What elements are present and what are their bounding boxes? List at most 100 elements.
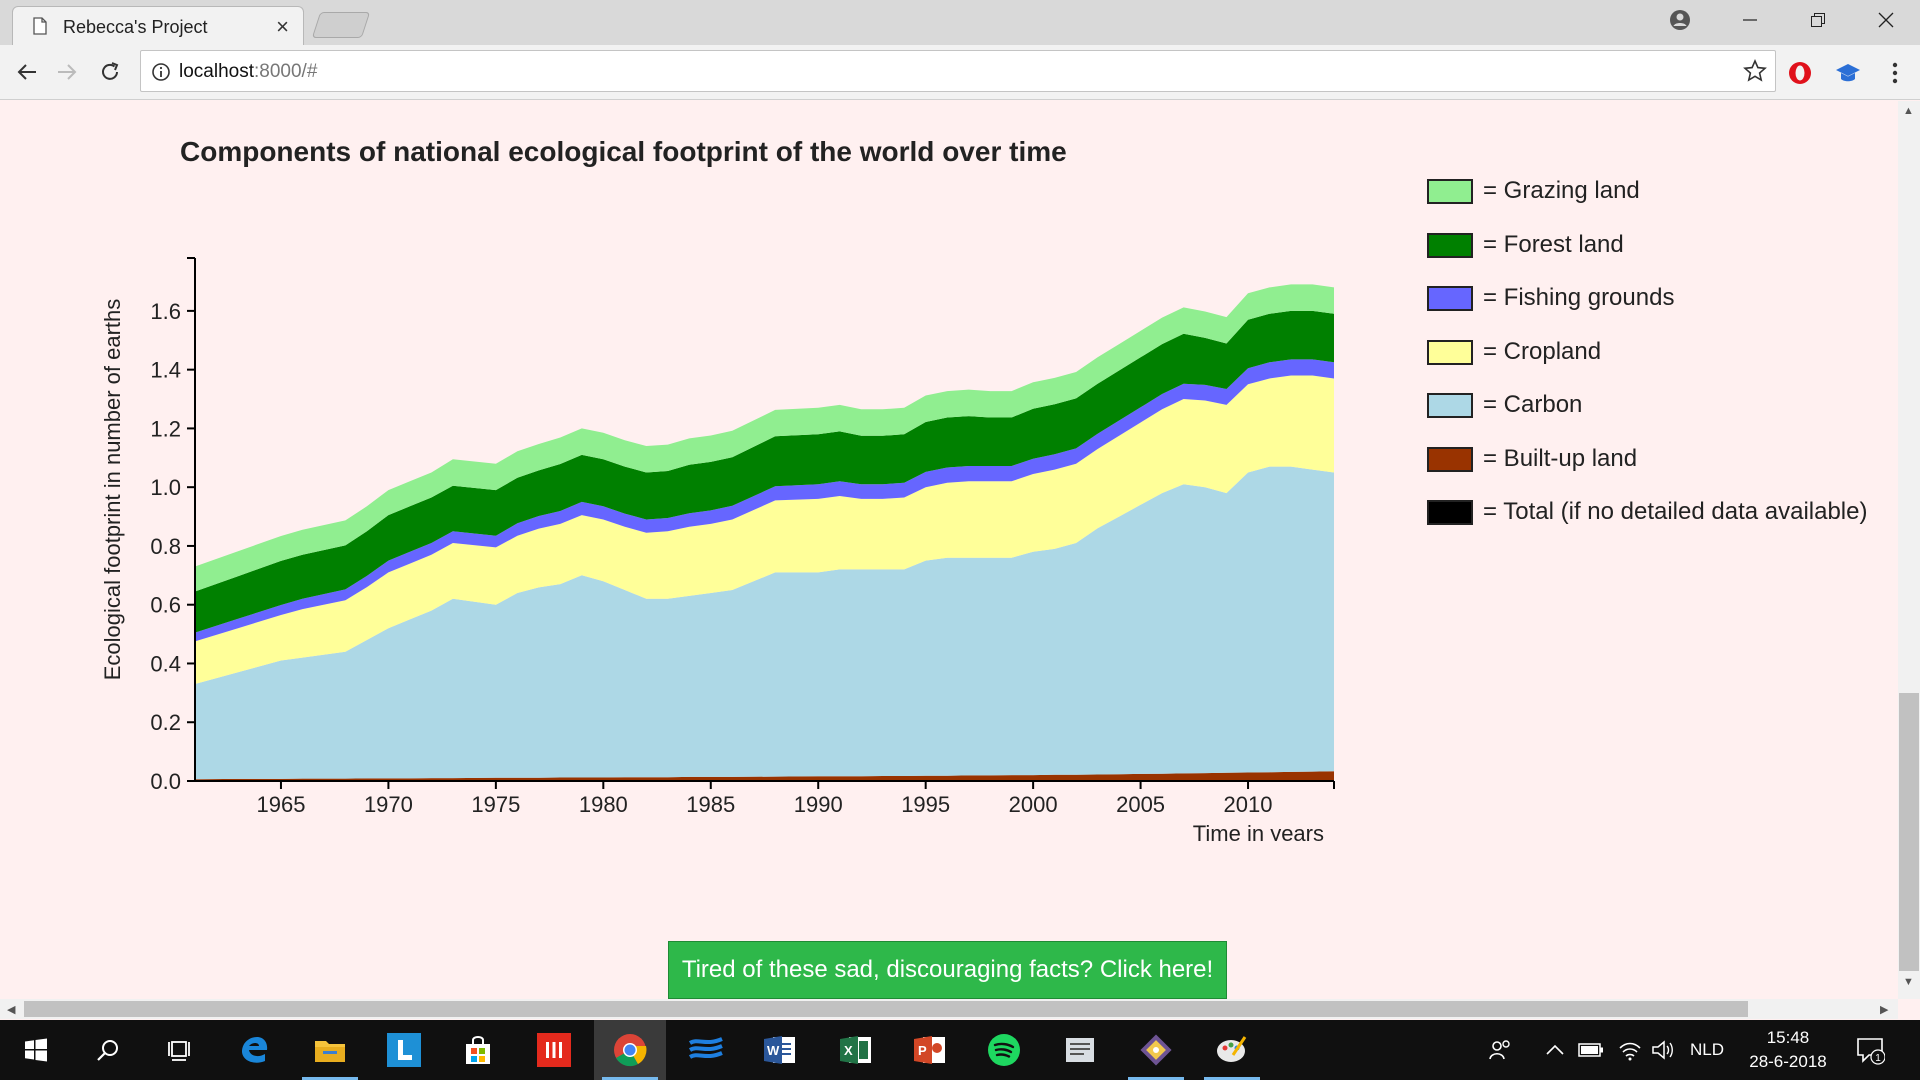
taskbar-spotify[interactable] xyxy=(968,1020,1040,1080)
show-hidden-icons-button[interactable] xyxy=(1545,1020,1565,1080)
battery-icon xyxy=(1578,1043,1603,1057)
y-tick-label: 0.4 xyxy=(150,651,181,676)
taskbar-paint-app[interactable] xyxy=(1196,1020,1268,1080)
start-button[interactable] xyxy=(0,1020,72,1080)
menu-icon[interactable] xyxy=(1880,58,1910,88)
area-built-up-land xyxy=(195,771,1334,781)
y-tick-label: 0.0 xyxy=(150,769,181,794)
browser-tab[interactable]: Rebecca's Project × xyxy=(12,6,304,45)
minimize-icon xyxy=(1743,19,1757,21)
file-explorer-icon xyxy=(315,1041,345,1062)
legend-swatch xyxy=(1427,339,1473,365)
taskbar-store[interactable] xyxy=(442,1020,514,1080)
tab-close-icon[interactable]: × xyxy=(276,14,289,39)
taskbar-waves-app[interactable] xyxy=(670,1020,742,1080)
taskbar-l-app[interactable] xyxy=(368,1020,440,1080)
l-app-icon xyxy=(387,1033,421,1067)
tab-title: Rebecca's Project xyxy=(63,17,208,37)
close-icon xyxy=(1878,12,1894,28)
action-center-button[interactable]: 1 xyxy=(1855,1020,1885,1080)
profile-icon[interactable] xyxy=(1668,8,1692,32)
y-tick-label: 0.8 xyxy=(150,534,181,559)
reload-icon xyxy=(102,62,119,80)
address-bar[interactable]: localhost:8000/# xyxy=(140,50,1776,92)
input-language[interactable]: NLD xyxy=(1690,1040,1725,1059)
task-view-button[interactable] xyxy=(144,1020,216,1080)
battery-button[interactable] xyxy=(1578,1020,1604,1080)
taskbar-edge[interactable] xyxy=(218,1020,290,1080)
legend-label: = Fishing grounds xyxy=(1483,284,1675,311)
legend-swatch xyxy=(1427,179,1473,204)
system-clock[interactable]: 15:48 28-6-2018 xyxy=(1738,1026,1838,1074)
powerpoint-icon: P xyxy=(914,1036,945,1064)
horizontal-scrollbar-thumb[interactable] xyxy=(24,1001,1748,1017)
reload-button[interactable] xyxy=(95,57,125,87)
wifi-button[interactable] xyxy=(1618,1020,1642,1080)
x-tick-label: 2000 xyxy=(1009,792,1058,817)
area-fishing-grounds xyxy=(195,359,1334,642)
running-indicator xyxy=(302,1077,358,1080)
notes-app-icon xyxy=(1066,1038,1094,1062)
taskbar-red-app[interactable] xyxy=(518,1020,590,1080)
legend-item: = Forest land xyxy=(1427,231,1867,285)
svg-text:W: W xyxy=(767,1043,780,1058)
windows-taskbar: W X P NLD 15:48 28-6-2018 1 xyxy=(0,1020,1920,1080)
legend-label: = Built-up land xyxy=(1483,444,1638,472)
task-view-icon xyxy=(168,1041,190,1061)
x-tick-label: 1985 xyxy=(686,792,735,817)
store-icon xyxy=(466,1036,490,1064)
info-icon[interactable] xyxy=(151,62,171,82)
legend-label: = Carbon xyxy=(1483,391,1583,418)
running-indicator xyxy=(1128,1077,1184,1080)
wifi-icon xyxy=(1619,1042,1641,1061)
legend-label: = Cropland xyxy=(1483,337,1602,365)
taskbar-chrome[interactable] xyxy=(594,1020,666,1080)
taskbar-notes-app[interactable] xyxy=(1044,1020,1116,1080)
people-button[interactable] xyxy=(1488,1020,1514,1080)
y-tick-label: 1.0 xyxy=(150,475,181,500)
x-tick-label: 1990 xyxy=(794,792,843,817)
area-chart: 0.0 0.2 0.4 0.6 0.8 1.0 1.2 1.4 1.6 1965 1970 1975 1… xyxy=(100,257,1335,841)
url-path: :8000/# xyxy=(254,61,318,82)
taskbar-file-explorer[interactable] xyxy=(294,1020,366,1080)
clock-time: 15:48 xyxy=(1766,1028,1810,1047)
close-window-button[interactable] xyxy=(1852,0,1920,40)
legend-swatch xyxy=(1427,500,1473,525)
minimize-button[interactable] xyxy=(1716,0,1784,40)
legend-swatch xyxy=(1427,286,1473,311)
vertical-scrollbar-thumb[interactable] xyxy=(1899,693,1919,971)
restore-button[interactable] xyxy=(1784,0,1852,40)
area-forest-land xyxy=(195,310,1334,633)
search-button[interactable] xyxy=(72,1020,144,1080)
scroll-up-icon[interactable]: ▲ xyxy=(1903,105,1914,117)
volume-button[interactable] xyxy=(1651,1020,1675,1080)
back-button[interactable] xyxy=(12,57,42,87)
chart-title: Components of national ecological footpr… xyxy=(180,136,1067,167)
scroll-left-icon[interactable]: ◀ xyxy=(7,1004,16,1016)
opera-extension-icon[interactable] xyxy=(1785,58,1815,88)
legend-item: = Cropland xyxy=(1427,338,1867,392)
svg-text:P: P xyxy=(918,1043,927,1058)
browser-titlebar: Rebecca's Project × xyxy=(0,0,1920,45)
waves-app-icon xyxy=(688,1037,723,1059)
windows-start-icon xyxy=(25,1038,47,1062)
running-indicator xyxy=(1204,1077,1260,1080)
word-icon: W xyxy=(764,1036,795,1064)
forward-button[interactable] xyxy=(52,57,82,87)
taskbar-powerpoint[interactable]: P xyxy=(894,1020,966,1080)
taskbar-excel[interactable]: X xyxy=(820,1020,892,1080)
facts-button[interactable]: Tired of these sad, discouraging facts? … xyxy=(668,941,1227,999)
area-cropland xyxy=(195,375,1334,684)
graduation-cap-extension-icon[interactable] xyxy=(1833,58,1863,88)
bookmark-star-icon[interactable] xyxy=(1743,59,1767,83)
x-tick-label: 1995 xyxy=(901,792,950,817)
scroll-right-icon[interactable]: ▶ xyxy=(1880,1004,1889,1016)
y-tick-label: 1.6 xyxy=(150,299,181,324)
scroll-down-icon[interactable]: ▼ xyxy=(1903,976,1914,988)
notification-icon: 1 xyxy=(1857,1038,1885,1065)
notification-count: 1 xyxy=(1875,1053,1881,1064)
new-tab-button[interactable] xyxy=(311,12,371,38)
taskbar-word[interactable]: W xyxy=(744,1020,816,1080)
taskbar-git-app[interactable] xyxy=(1120,1020,1192,1080)
speaker-icon xyxy=(1652,1040,1673,1060)
